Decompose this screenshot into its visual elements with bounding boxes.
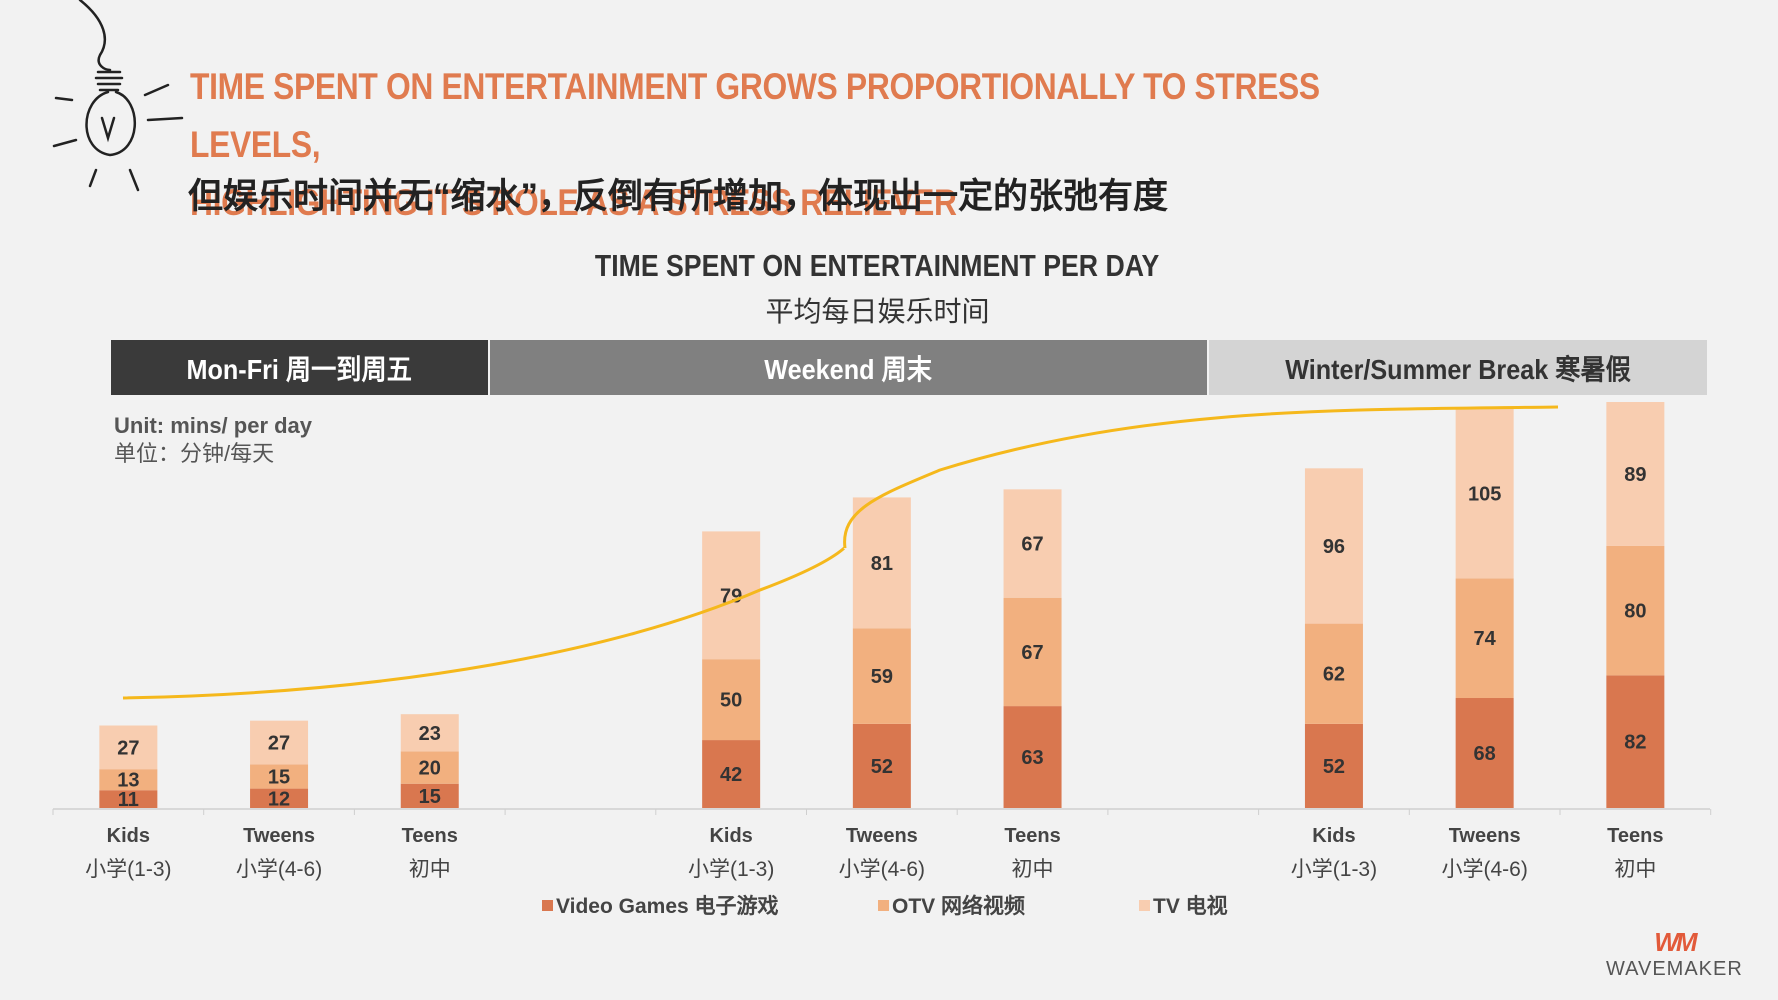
data-label-otv: 67	[1021, 642, 1043, 664]
data-label-tv: 27	[117, 737, 139, 759]
wavemaker-logo: WM WAVEMAKER	[1606, 927, 1743, 981]
bar-segment-otv	[1003, 597, 1062, 707]
category-label-en: Teens	[1607, 825, 1663, 847]
legend-swatch-otv	[878, 899, 889, 911]
category-label-en: Tweens	[243, 825, 315, 847]
data-label-otv: 20	[419, 758, 441, 780]
bar-segment-otv	[1304, 623, 1363, 724]
data-label-otv: 80	[1624, 601, 1646, 623]
bar-segment-tv	[99, 725, 158, 770]
data-label-otv: 50	[720, 690, 742, 712]
bar-segment-otv	[1455, 578, 1514, 699]
data-label-tv: 67	[1021, 534, 1043, 556]
category-label-en: Kids	[709, 825, 752, 847]
data-label-video: 68	[1474, 743, 1496, 765]
data-label-video: 15	[419, 786, 441, 808]
period-header-weekdays: Mon-Fri 周一到周五	[111, 340, 488, 395]
bar-segment-tv	[400, 714, 459, 752]
bar-segment-tv	[1003, 489, 1062, 598]
legend-swatch-tv	[1139, 899, 1150, 911]
data-label-tv: 79	[720, 585, 742, 607]
lightbulb-icon	[52, 0, 184, 192]
trend-curve	[122, 405, 1559, 700]
category-label-cn: 小学(4-6)	[1441, 858, 1527, 881]
category-label-cn: 小学(1-3)	[85, 858, 171, 881]
data-label-otv: 13	[117, 770, 139, 792]
bar-segment-video	[400, 783, 459, 808]
data-label-video: 82	[1624, 732, 1646, 754]
data-label-tv: 89	[1624, 464, 1646, 486]
subheadline-chinese: 但娱乐时间并无“缩水”，反倒有所增加，体现出一定的张弛有度	[188, 177, 1169, 216]
bar-segment-video	[1606, 675, 1665, 808]
category-label-en: Kids	[1312, 825, 1355, 847]
category-label-en: Tweens	[1449, 825, 1521, 847]
data-label-video: 42	[720, 764, 742, 786]
category-label-en: Teens	[1004, 825, 1060, 847]
data-label-otv: 15	[268, 766, 290, 788]
bar-segment-otv	[1606, 545, 1665, 676]
bar-segment-otv	[400, 751, 459, 784]
bar-segment-tv	[1304, 468, 1363, 624]
data-label-otv: 59	[871, 666, 893, 688]
bar-segment-video	[852, 723, 911, 808]
legend-swatch-video-games	[542, 899, 553, 911]
bar-segment-video	[1455, 698, 1514, 808]
period-header-break: Winter/Summer Break 寒暑假	[1209, 340, 1707, 395]
category-label-en: Kids	[107, 825, 150, 847]
headline-line-2: HIGHLIGHTING IT’S ROLE AS A STRESS RELIE…	[190, 182, 957, 223]
logo-mark: WM	[1654, 927, 1697, 957]
category-label-en: Teens	[402, 825, 458, 847]
unit-en: Unit: mins/ per day	[114, 413, 313, 438]
bar-segment-video	[250, 788, 309, 808]
logo-wordmark: WAVEMAKER	[1606, 958, 1743, 980]
headline: TIME SPENT ON ENTERTAINMENT GROWS PROPOR…	[190, 58, 1394, 232]
bar-segment-tv	[852, 497, 911, 629]
unit-note: Unit: mins/ per day 单位：分钟/每天	[114, 412, 312, 468]
legend-item-video-games: Video Games 电子游戏	[542, 890, 779, 920]
period-header-weekend: Weekend 周末	[490, 340, 1207, 395]
data-label-tv: 81	[871, 553, 893, 575]
category-label-cn: 小学(4-6)	[236, 858, 322, 881]
data-label-tv: 23	[419, 723, 441, 745]
bar-segment-video	[1304, 723, 1363, 808]
data-label-video: 11	[118, 789, 139, 811]
chart-subtitle: 平均每日娱乐时间	[765, 296, 990, 327]
data-label-tv: 27	[268, 732, 290, 754]
category-label-cn: 小学(1-3)	[688, 858, 774, 881]
headline-line-1: TIME SPENT ON ENTERTAINMENT GROWS PROPOR…	[190, 66, 1320, 165]
bar-segment-video	[1003, 706, 1062, 808]
category-label-cn: 初中	[1614, 858, 1656, 881]
category-label-cn: 初中	[409, 858, 451, 881]
category-label-cn: 初中	[1012, 858, 1054, 881]
category-label-en: Tweens	[846, 825, 918, 847]
bar-segment-tv	[250, 720, 309, 765]
bar-segment-otv	[702, 659, 761, 741]
bar-segment-otv	[99, 769, 158, 791]
chart-title: TIME SPENT ON ENTERTAINMENT PER DAY	[595, 248, 1160, 283]
data-label-tv: 105	[1468, 483, 1501, 505]
data-label-video: 12	[268, 788, 290, 810]
legend-item-tv: TV 电视	[1139, 890, 1228, 920]
bar-segment-otv	[852, 628, 911, 724]
category-label-cn: 小学(4-6)	[839, 858, 925, 881]
category-label-cn: 小学(1-3)	[1291, 858, 1377, 881]
bar-segment-tv	[1455, 408, 1514, 579]
data-label-tv: 96	[1323, 536, 1345, 558]
bar-segment-otv	[250, 764, 309, 789]
data-label-video: 52	[1323, 756, 1345, 778]
bar-segment-video	[702, 740, 761, 808]
legend-item-otv: OTV 网络视频	[878, 890, 1025, 920]
data-label-video: 52	[871, 756, 893, 778]
bar-segment-tv	[1606, 402, 1665, 546]
bar-segment-video	[99, 790, 158, 808]
data-label-video: 63	[1021, 747, 1043, 769]
unit-cn: 单位：分钟/每天	[114, 441, 275, 466]
data-label-otv: 74	[1474, 628, 1497, 650]
data-label-otv: 62	[1323, 664, 1345, 686]
